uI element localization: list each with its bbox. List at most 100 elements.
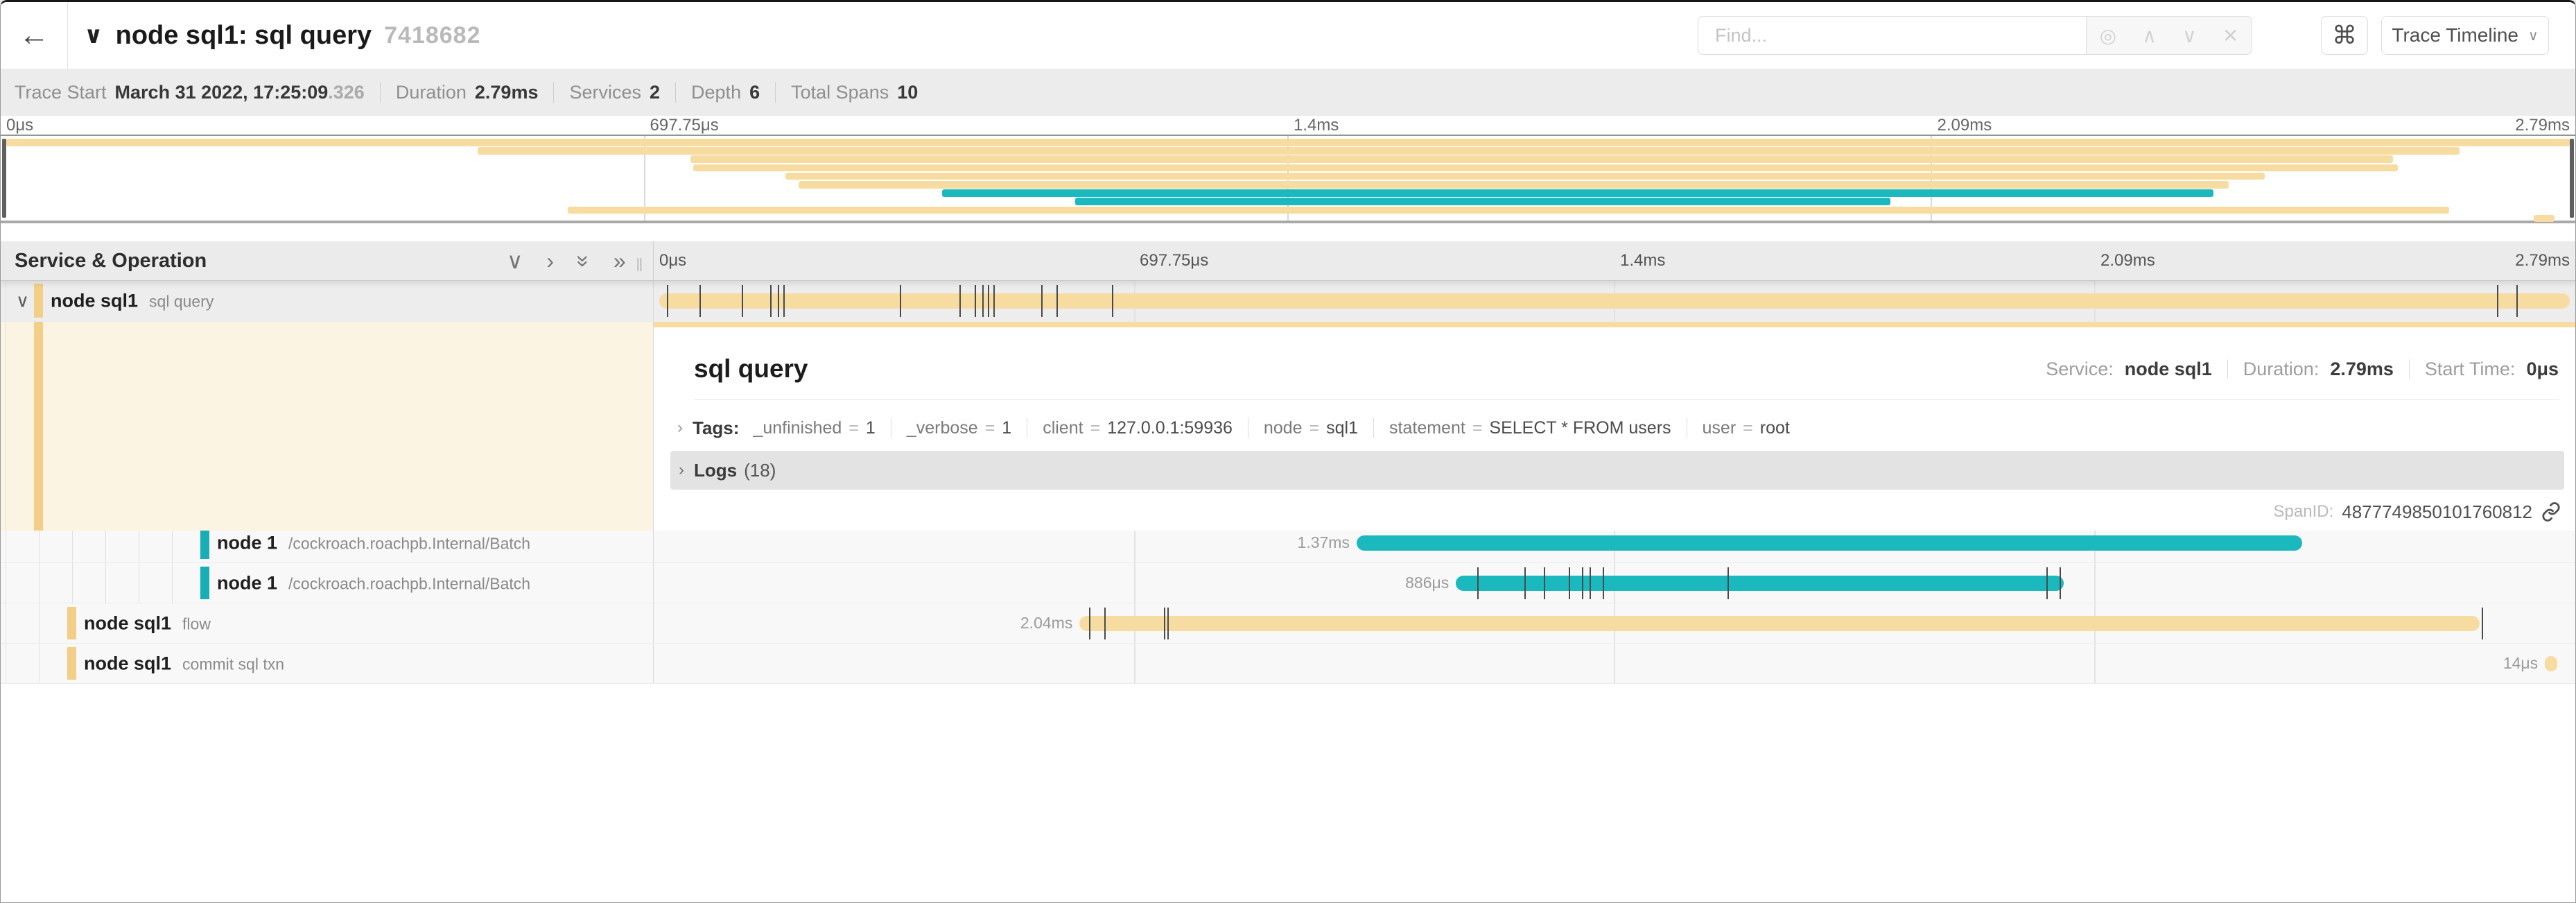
keyboard-shortcuts-button[interactable]: ⌘ [2321, 16, 2368, 55]
link-icon[interactable] [2541, 501, 2561, 522]
log-marker-tick [959, 284, 961, 317]
span-color-strip [67, 647, 76, 680]
view-selector-label: Trace Timeline [2392, 24, 2518, 46]
indent-guide [72, 523, 73, 562]
page-title: node sql1: sql query [115, 20, 372, 50]
collapse-one-icon[interactable]: ∨ [507, 248, 523, 273]
back-button[interactable]: ← [1, 2, 68, 69]
log-marker-tick [777, 284, 779, 317]
span-color-strip [34, 284, 43, 318]
span-timeline-inner: 2.04ms [659, 603, 2570, 643]
minimap-span [567, 206, 2450, 214]
span-detail-panel: sql query Service: node sql1 Duration: 2… [654, 322, 2575, 531]
span-timeline-inner: 886μs [659, 563, 2570, 603]
trace-meta-item: Total Spans 10 [791, 82, 918, 103]
minimap-span [1075, 198, 1891, 205]
span-tree-cell[interactable]: node sql1 commit sql txn [1, 644, 654, 683]
tag-equals: = [848, 418, 859, 438]
root-tree-cell[interactable]: ∨ node sql1 sql query [1, 280, 654, 321]
span-timeline-cell: 2.04ms [654, 603, 2575, 643]
log-marker-tick [1163, 607, 1165, 639]
chevron-down-icon[interactable]: ∨ [16, 290, 30, 311]
trace-collapse-icon[interactable]: ∨ [84, 22, 103, 49]
span-service-name: node sql1 commit sql txn [84, 653, 285, 673]
span-color-strip [200, 526, 209, 559]
tag-key: client [1043, 418, 1084, 438]
span-duration-label: 2.04ms [1020, 614, 1073, 632]
minimap-tick-label: 1.4ms [1294, 115, 1339, 135]
collapse-all-icon[interactable]: » [571, 255, 597, 267]
span-bar[interactable] [1079, 615, 2480, 631]
view-selector-button[interactable]: Trace Timeline ∨ [2381, 16, 2549, 55]
minimap-span [478, 147, 2460, 155]
span-row[interactable]: node sql1 commit sql txn 14μs [1, 644, 2575, 684]
indent-guide [39, 603, 40, 643]
timeline-tick-label: 697.75μs [1140, 251, 1209, 270]
minimap-tick-label: 2.79ms [2515, 115, 2570, 135]
span-duration-label: 14μs [2503, 654, 2539, 672]
minimap-span [941, 189, 2213, 197]
span-bar[interactable] [2545, 655, 2558, 671]
indent-guide [172, 563, 173, 603]
trace-meta-item: Trace Start March 31 2022, 17:25:09.326 [15, 82, 365, 103]
logs-accordion[interactable]: › Logs (18) [670, 451, 2564, 490]
meta-label: Total Spans [791, 81, 889, 103]
minimap-tick-label: 697.75μs [650, 115, 719, 135]
log-marker-tick [1104, 607, 1106, 639]
span-row-root[interactable]: ∨ node sql1 sql query [1, 280, 2575, 322]
next-match-icon[interactable]: ∨ [2182, 24, 2197, 46]
start-time-label: Start Time: [2424, 358, 2516, 379]
log-marker-tick [1582, 567, 1584, 599]
trace-meta-item: Duration 2.79ms [396, 82, 539, 103]
find-tools: ◎ ∧ ∨ ✕ [2086, 16, 2252, 55]
clear-find-icon[interactable]: ✕ [2222, 24, 2239, 46]
timeline-section-header: Service & Operation ∨ › » » ‖ 0μs 697.75μ… [1, 241, 2575, 281]
tags-accordion[interactable]: › Tags: _unfinished = 1 _verbose = 1 client = 12… [670, 411, 2559, 445]
meta-label: Trace Start [15, 81, 107, 103]
meta-label: Services [569, 81, 641, 103]
minimap-tick-label: 2.09ms [1937, 115, 1992, 135]
log-marker-tick [988, 284, 990, 317]
span-tree-cell[interactable]: node 1/cockroach.roachpb.Internal/Batch [1, 563, 654, 603]
log-marker-tick [1590, 567, 1592, 599]
locate-icon[interactable]: ◎ [2099, 24, 2117, 46]
tag-key: _verbose [906, 418, 978, 438]
duration-value: 2.79ms [2330, 358, 2394, 379]
log-marker-tick [741, 284, 743, 317]
chevron-right-icon: › [677, 418, 683, 437]
span-row[interactable]: node 1/cockroach.roachpb.Internal/Batch 8… [1, 563, 2575, 603]
tag-key: _unfinished [753, 418, 842, 438]
log-marker-tick [1568, 567, 1570, 599]
trace-meta-bar: Trace Start March 31 2022, 17:25:09.326 Du… [1, 69, 2575, 116]
tag-value: SELECT * FROM users [1489, 418, 1671, 438]
span-tree-cell[interactable]: node sql1 flow [1, 603, 654, 643]
detail-span-title: sql query [694, 354, 808, 383]
minimap-tick-label: 0μs [6, 115, 34, 135]
trace-id: 7418682 [384, 22, 481, 49]
span-bar[interactable] [1356, 535, 2303, 551]
log-marker-tick [2482, 607, 2484, 639]
minimap-canvas[interactable] [1, 135, 2575, 223]
tag-value: root [1759, 418, 1790, 438]
timeline-tick-label: 0μs [659, 251, 687, 270]
span-row[interactable]: node sql1 flow 2.04ms [1, 603, 2575, 644]
tag-value: 1 [1002, 418, 1012, 438]
chevron-right-icon: › [679, 461, 684, 479]
expand-all-icon[interactable]: » [613, 248, 626, 273]
separator [1373, 418, 1375, 438]
minimap-right-scrubber[interactable] [2570, 139, 2574, 218]
span-bar[interactable] [1456, 575, 2064, 591]
tags-label: Tags: [693, 417, 740, 438]
tag-item: _unfinished = 1 [753, 418, 875, 438]
span-tree-cell[interactable]: node 1/cockroach.roachpb.Internal/Batch [1, 523, 654, 562]
log-marker-tick [2497, 284, 2499, 317]
tree-controls: ∨ › » » [507, 241, 626, 280]
expand-one-icon[interactable]: › [546, 248, 555, 273]
minimap-left-scrubber[interactable] [2, 139, 6, 218]
column-resize-handle[interactable]: ‖ [636, 255, 643, 275]
span-service-name: node 1/cockroach.roachpb.Internal/Batch [217, 572, 531, 593]
find-input[interactable] [1698, 16, 2086, 55]
prev-match-icon[interactable]: ∧ [2142, 24, 2157, 46]
tag-equals: = [984, 418, 995, 438]
span-bar[interactable] [659, 293, 2570, 309]
